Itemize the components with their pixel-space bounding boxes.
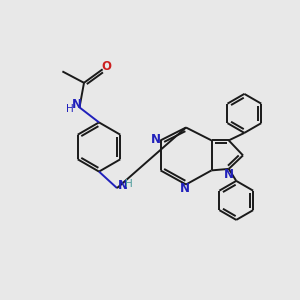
- Text: N: N: [224, 167, 234, 181]
- Text: H: H: [66, 104, 74, 114]
- Text: N: N: [179, 182, 190, 196]
- Text: N: N: [117, 179, 128, 192]
- Text: H: H: [125, 178, 133, 189]
- Text: O: O: [102, 60, 112, 74]
- Text: N: N: [150, 133, 161, 146]
- Text: N: N: [71, 98, 82, 111]
